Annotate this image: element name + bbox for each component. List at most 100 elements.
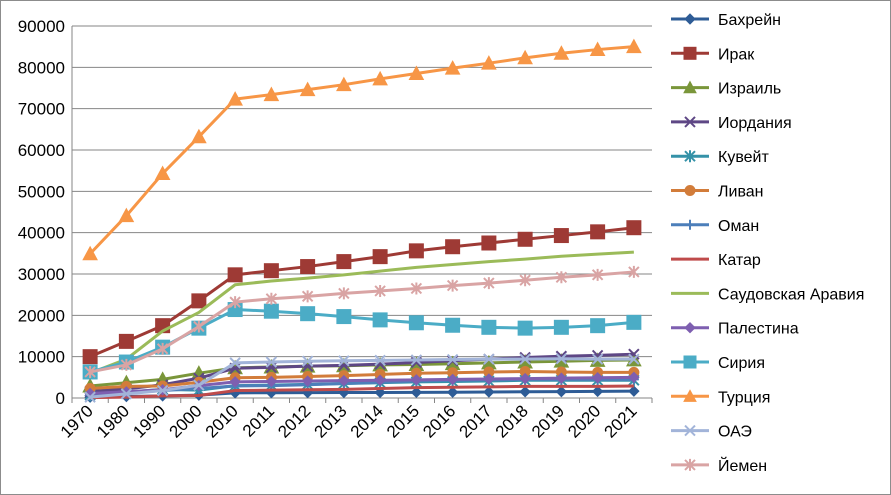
data-point [446, 386, 459, 398]
data-point [191, 128, 207, 144]
data-point [446, 373, 459, 386]
data-point [263, 86, 280, 102]
data-point [684, 13, 696, 25]
data-point [336, 254, 352, 270]
data-point [445, 317, 461, 333]
data-point [372, 249, 388, 265]
legend-label: Турция [718, 389, 770, 406]
legend-item: Турция [671, 389, 770, 406]
data-point [591, 268, 604, 281]
legend-label: Палестина [718, 321, 799, 338]
legend-label: Бахрейн [718, 12, 781, 29]
data-point [591, 353, 604, 365]
y-tick-label: 20000 [18, 306, 65, 325]
data-point [517, 49, 533, 65]
data-point [483, 277, 495, 290]
data-point [683, 355, 697, 369]
data-point [156, 384, 169, 397]
data-point [519, 351, 531, 364]
y-tick-label: 10000 [18, 348, 65, 367]
data-point [229, 376, 241, 388]
data-point [408, 315, 424, 331]
series-line [89, 226, 635, 359]
data-point [84, 365, 96, 378]
data-point [299, 81, 316, 97]
data-point [118, 333, 134, 349]
data-point [229, 296, 241, 309]
legend-item: Иордания [671, 115, 792, 132]
y-tick-label: 40000 [18, 224, 65, 243]
data-point [265, 375, 278, 388]
legend-item: ОАЭ [671, 424, 752, 441]
x-tick-label: 1980 [93, 401, 133, 441]
data-point [519, 353, 531, 365]
series-line [89, 357, 634, 399]
y-tick-label: 50000 [18, 182, 65, 201]
data-point [591, 372, 604, 384]
legend-item: Саудовская Аравия [671, 286, 864, 303]
data-point [193, 320, 205, 333]
legend-item: Израиль [671, 80, 781, 98]
data-point [555, 353, 568, 365]
series-7 [90, 384, 634, 400]
gridlines [72, 25, 652, 399]
data-point [372, 312, 388, 328]
series-12 [84, 353, 640, 403]
x-tick-label: 2012 [274, 401, 314, 441]
x-tick-label: 2017 [456, 401, 496, 441]
data-point [684, 185, 696, 196]
data-point [591, 385, 604, 398]
series-11 [82, 38, 642, 261]
data-point [517, 320, 533, 336]
legend-item: Сирия [671, 355, 765, 372]
data-point [444, 60, 461, 75]
legend-item: Катар [671, 252, 761, 269]
data-point [263, 303, 279, 319]
data-point [628, 265, 640, 278]
data-point [628, 371, 640, 384]
data-point [553, 228, 569, 244]
data-point [517, 231, 533, 247]
data-point [555, 385, 568, 398]
data-point [156, 342, 169, 355]
data-point [445, 239, 461, 255]
data-point [684, 424, 696, 437]
data-point [374, 354, 386, 367]
data-point [626, 220, 642, 236]
legend-label: Оман [718, 218, 759, 235]
data-point [374, 374, 386, 386]
x-tick-label: 2021 [601, 401, 641, 441]
data-point [628, 353, 640, 365]
x-tick-label: 2011 [239, 401, 278, 440]
legend-item: Йемен [671, 456, 767, 475]
data-point [301, 360, 314, 372]
data-point [336, 76, 352, 92]
data-point [683, 389, 697, 402]
data-point [227, 267, 243, 283]
series-line [90, 370, 634, 390]
data-point [553, 319, 569, 335]
data-point [519, 386, 531, 398]
data-point [589, 41, 606, 57]
series-13 [84, 265, 640, 378]
x-tick-label: 2019 [528, 401, 568, 441]
data-point [446, 353, 459, 366]
data-point [265, 292, 278, 305]
legend-label: Саудовская Аравия [718, 286, 864, 303]
legend-item: Ливан [671, 184, 764, 201]
data-point [483, 373, 495, 385]
y-tick-label: 0 [56, 389, 65, 408]
data-point [301, 290, 314, 303]
x-tick-label: 2015 [383, 401, 423, 441]
legend-item: Бахрейн [671, 12, 781, 29]
series-8 [89, 250, 634, 375]
data-point [483, 353, 495, 365]
data-point [481, 319, 497, 335]
data-point [120, 358, 133, 371]
data-point [265, 356, 278, 368]
series-line [89, 45, 634, 255]
x-tick-label: 1990 [129, 401, 169, 441]
y-tick-label: 60000 [18, 141, 65, 160]
data-point [519, 372, 531, 385]
